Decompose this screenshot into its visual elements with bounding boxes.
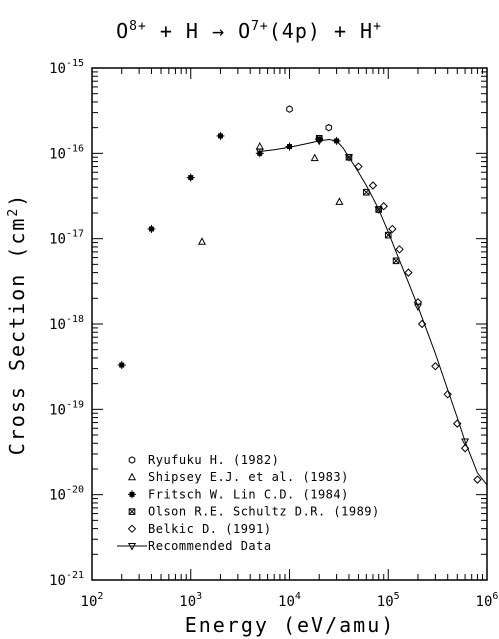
legend-label: Fritsch W. Lin C.D. (1984): [148, 487, 349, 501]
recommended-data-line: [259, 139, 488, 486]
legend-label: Ryufuku H. (1982): [148, 453, 279, 467]
recommended-data-point: [315, 137, 324, 146]
series-4: [354, 162, 482, 484]
y-axis-label-end: ): [5, 193, 29, 207]
y-axis-label-sup: 2: [6, 207, 21, 217]
y-axis-label: Cross Section (cm2): [5, 193, 29, 456]
legend-item: Olson R.E. Schultz D.R. (1989): [128, 505, 380, 519]
tick-labels: 102 103 104 105 106 10-21 10-20 10-19 10-18 10-17…: [49, 58, 498, 610]
data-point: [392, 257, 400, 265]
x-tick-label: 103: [179, 591, 202, 610]
data-point: [431, 362, 440, 371]
chart-title: O8+ + H → O7+(4p) + H+: [116, 19, 382, 43]
data-point: [325, 123, 333, 132]
legend-item: Ryufuku H. (1982): [128, 453, 279, 467]
data-point: [186, 173, 195, 182]
series-5: [255, 137, 488, 486]
legend-marker: [128, 508, 136, 515]
legend-label: Shipsey E.J. et al. (1983): [148, 470, 349, 484]
series-2: [117, 131, 341, 370]
axis-ticks: [91, 68, 487, 581]
y-tick-label: 10-21: [49, 570, 84, 589]
data-point: [473, 475, 482, 484]
legend-label: Olson R.E. Schultz D.R. (1989): [148, 505, 380, 519]
y-tick-label: 10-15: [49, 58, 84, 77]
data-point: [363, 188, 370, 196]
data-point: [354, 162, 363, 171]
legend-marker: [127, 472, 137, 481]
title-part-3: (4p) + H: [269, 19, 373, 43]
y-tick-label: 10-17: [49, 229, 84, 248]
legend-item: Belkic D. (1991): [127, 522, 272, 536]
legend-label: Belkic D. (1991): [148, 522, 272, 536]
x-tick-label: 104: [278, 591, 301, 610]
y-tick-label: 10-19: [49, 399, 84, 418]
title-sup-3: +: [373, 19, 382, 34]
recommended-data-point: [413, 303, 423, 312]
x-tick-label: 102: [81, 591, 104, 610]
data-point: [286, 105, 293, 113]
x-axis-label: Energy (eV/amu): [185, 613, 396, 637]
data-point: [379, 202, 388, 211]
x-tick-label: 106: [476, 591, 499, 610]
recommended-data-point: [344, 154, 353, 162]
legend-item: Shipsey E.J. et al. (1983): [127, 470, 349, 484]
legend-marker: [128, 490, 136, 499]
data-point: [197, 237, 207, 245]
legend-marker: [127, 543, 137, 551]
legend-label: Recommended Data: [148, 539, 272, 553]
series-3: [315, 135, 400, 265]
data-point: [147, 224, 156, 233]
data-point: [453, 419, 462, 428]
legend-marker: [128, 456, 136, 464]
data-marks: [117, 105, 488, 486]
recommended-data-point: [255, 148, 264, 157]
y-tick-label: 10-16: [49, 143, 84, 162]
legend-marker: [127, 524, 137, 534]
data-point: [310, 153, 319, 162]
y-axis-label-main: Cross Section (cm: [5, 217, 29, 456]
legend: Ryufuku H. (1982) Shipsey E.J. et al. (19…: [117, 453, 380, 553]
data-point: [255, 142, 264, 150]
legend-item: Fritsch W. Lin C.D. (1984): [128, 487, 349, 501]
x-tick-label: 105: [377, 591, 400, 610]
series-0: [286, 105, 333, 132]
data-point: [117, 361, 126, 370]
recommended-data-point: [374, 206, 383, 215]
title-part-1: O: [116, 19, 129, 43]
data-point: [335, 197, 344, 205]
recommended-data-point: [461, 438, 470, 447]
data-point: [404, 268, 413, 277]
legend-item: Recommended Data: [117, 539, 272, 553]
data-point: [443, 390, 452, 399]
data-point: [388, 224, 397, 234]
data-point: [368, 181, 378, 190]
title-part-2: + H → O: [147, 19, 251, 43]
title-sup-1: 8+: [129, 19, 147, 34]
series-1: [197, 142, 344, 245]
data-point: [216, 131, 225, 140]
data-point: [395, 245, 404, 254]
y-tick-label: 10-18: [49, 314, 84, 333]
y-tick-label: 10-20: [49, 485, 84, 504]
title-sup-2: 7+: [251, 19, 269, 34]
